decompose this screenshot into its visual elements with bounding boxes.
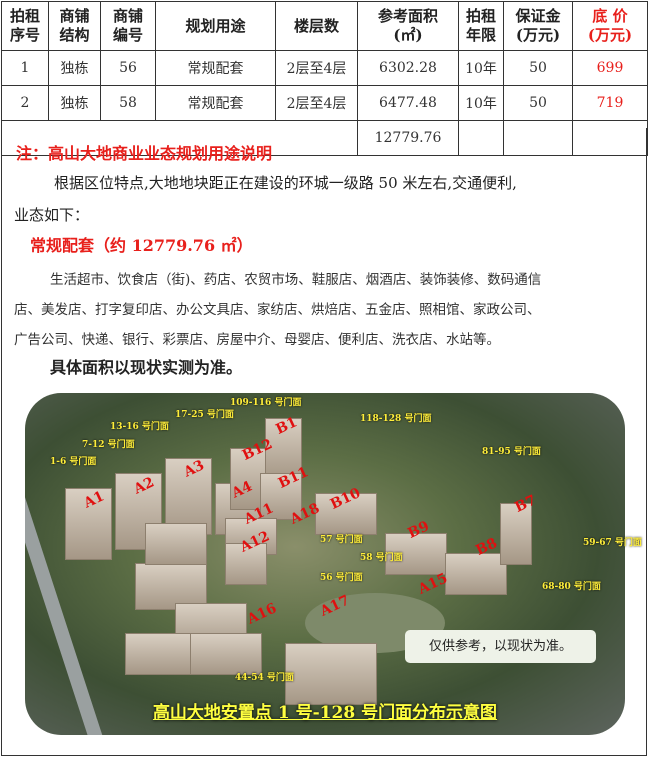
column-header: 参考面积 (㎡) <box>357 1 459 51</box>
shop-label: 58 号门面 <box>360 553 403 563</box>
column-header: 底 价 (万元) <box>572 1 648 51</box>
note-title: 注：高山大地商业业态规划用途说明 <box>16 144 273 163</box>
building <box>65 488 112 560</box>
shop-label: 17-25 号门面 <box>175 410 234 420</box>
header-line: 商铺 <box>59 7 90 25</box>
shop-label: 109-116 号门面 <box>230 398 302 408</box>
aerial-photo <box>25 393 625 735</box>
header-line: 拍租 <box>9 7 40 25</box>
header-line: (㎡) <box>393 26 423 44</box>
shop-label: 57 号门面 <box>320 535 363 545</box>
building <box>445 553 507 595</box>
header-line: 参考面积 <box>377 7 438 25</box>
header-line: 结构 <box>59 26 90 44</box>
table-total-row: 12779.76 <box>1 120 648 156</box>
table-cell: 56 <box>100 50 156 86</box>
building <box>385 533 447 575</box>
header-line: (万元) <box>515 26 561 44</box>
header-line: 年限 <box>465 26 496 44</box>
shop-label: 13-16 号门面 <box>110 422 169 432</box>
table-cell: 10年 <box>458 50 504 86</box>
shop-label: 44-54 号门面 <box>235 673 294 683</box>
table-header: 拍租 序号 商铺 结构 商铺 编号 规划用途 楼层数 参考面积 (㎡) 拍租 年限 保证金 (万元) 底 价… <box>1 1 648 51</box>
table-cell: 2层至4层 <box>275 85 358 121</box>
shop-label: 118-128 号门面 <box>360 414 432 424</box>
table-cell: 独栋 <box>48 50 101 86</box>
note-footer: 具体面积以现状实测为准。 <box>50 358 243 377</box>
header-line: 保证金 <box>515 7 561 25</box>
table-cell: 50 <box>503 50 573 86</box>
header-line: 编号 <box>112 26 143 44</box>
building <box>315 493 377 535</box>
table-cell: 2 <box>1 85 49 121</box>
column-header: 拍租 序号 <box>1 1 49 51</box>
shop-label: 81-95 号门面 <box>482 447 541 457</box>
column-header: 拍租 年限 <box>458 1 504 51</box>
building <box>125 633 197 675</box>
header-line: 底 价 <box>592 7 628 25</box>
header-line: (万元) <box>587 26 633 44</box>
building <box>190 633 262 675</box>
table-cell: 719 <box>572 85 648 121</box>
table-cell: 50 <box>503 85 573 121</box>
business-list-line: 店、美发店、打字复印店、办公文具店、家纺店、烘焙店、五金店、照相馆、家政公司、 <box>14 302 541 318</box>
table-cell: 常规配套 <box>155 85 276 121</box>
total-area: 12779.76 <box>357 120 459 156</box>
header-line: 序号 <box>9 26 40 44</box>
shop-label: 56 号门面 <box>320 573 363 583</box>
table-cell: 常规配套 <box>155 50 276 86</box>
building <box>145 523 207 565</box>
building <box>265 418 302 480</box>
shop-label: 68-80 号门面 <box>542 582 601 592</box>
building <box>500 503 532 565</box>
table-cell: 10年 <box>458 85 504 121</box>
usage-note: 注：高山大地商业业态规划用途说明 根据区位特点,大地地块距正在建设的环城一级路 … <box>1 128 647 756</box>
column-header: 保证金 (万元) <box>503 1 573 51</box>
business-list-line: 生活超市、饮食店（街)、药店、农贸市场、鞋服店、烟酒店、装饰装修、数码通信 <box>50 272 542 288</box>
building <box>225 543 267 585</box>
header-line: 拍租 <box>465 7 496 25</box>
table-cell: 6477.48 <box>357 85 459 121</box>
building <box>260 473 302 520</box>
category-title: 常规配套（约 12779.76 ㎡） <box>30 236 253 255</box>
building <box>285 643 377 705</box>
column-header: 规划用途 <box>155 1 276 51</box>
site-plan-image: 仅供参考，以现状为准。 高山大地安置点 1 号-128 号门面分布示意图 1-6… <box>20 385 642 745</box>
business-list-line: 广告公司、快递、银行、彩票店、房屋中介、母婴店、便利店、洗衣店、水站等。 <box>14 332 500 348</box>
table-cell: 6302.28 <box>357 50 459 86</box>
shop-label: 1-6 号门面 <box>50 457 97 467</box>
table-row: 1 独栋 56 常规配套 2层至4层 6302.28 10年 50 699 <box>1 50 648 86</box>
table-cell: 独栋 <box>48 85 101 121</box>
shop-label: 59-67 号门面 <box>583 538 642 548</box>
table-cell: 1 <box>1 50 49 86</box>
lease-table: 拍租 序号 商铺 结构 商铺 编号 规划用途 楼层数 参考面积 (㎡) 拍租 年限 保证金 (万元) 底 价… <box>1 1 648 156</box>
map-caption: 高山大地安置点 1 号-128 号门面分布示意图 <box>152 703 498 723</box>
disclaimer-box: 仅供参考，以现状为准。 <box>405 630 596 663</box>
table-row: 2 独栋 58 常规配套 2层至4层 6477.48 10年 50 719 <box>1 85 648 121</box>
column-header: 商铺 编号 <box>100 1 156 51</box>
column-header: 商铺 结构 <box>48 1 101 51</box>
note-paragraph: 根据区位特点,大地地块距正在建设的环城一级路 50 米左右,交通便利, <box>54 174 517 192</box>
header-line: 楼层数 <box>293 16 339 35</box>
note-paragraph-cont: 业态如下： <box>14 206 90 224</box>
header-line: 规划用途 <box>185 16 246 35</box>
shop-label: 7-12 号门面 <box>82 440 135 450</box>
column-header: 楼层数 <box>275 1 358 51</box>
table-cell: 58 <box>100 85 156 121</box>
table-cell: 699 <box>572 50 648 86</box>
table-cell: 2层至4层 <box>275 50 358 86</box>
header-line: 商铺 <box>112 7 143 25</box>
